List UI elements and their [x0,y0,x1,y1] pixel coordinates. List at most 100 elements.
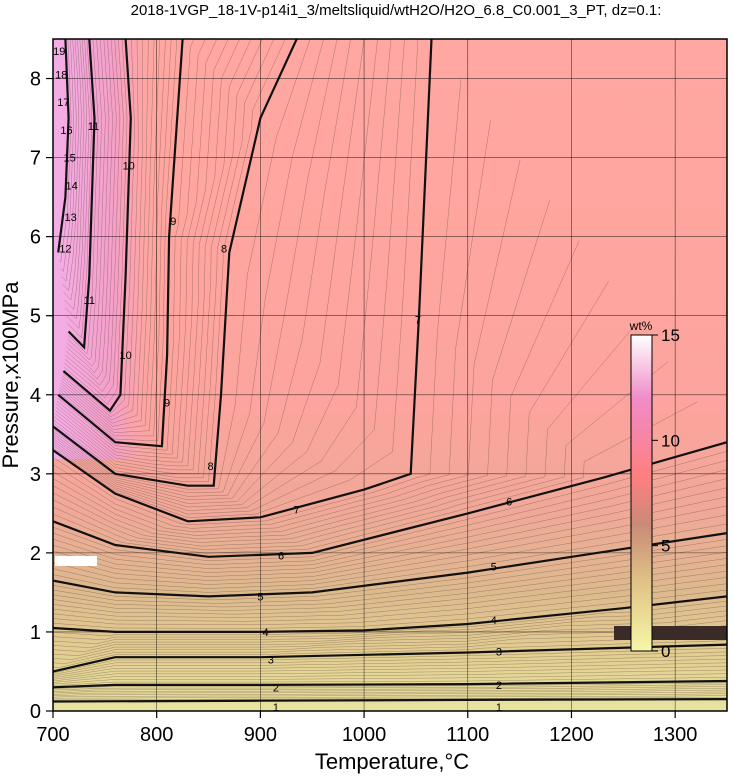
contour-line-4 [53,595,727,633]
contour-line-11 [67,39,96,350]
fine-contour-line [53,634,727,664]
contour-label: 2 [273,682,279,694]
contour-label: 5 [491,561,497,573]
x-tick-label: 1300 [653,724,698,746]
contour-line-3 [53,643,727,673]
fine-contour-line [53,79,462,526]
fine-contour-line [53,39,338,497]
fine-contour-line [56,39,206,455]
fine-contour-line [53,39,378,508]
chart-title: 2018-1VGP_18-1V-p14i1_3/meltsliquid/wtH2… [131,2,662,19]
x-tick-label: 1200 [549,724,594,746]
colorbar-tick-label: 10 [661,431,680,450]
contour-line-6 [53,441,727,558]
contour-line-10 [62,39,132,413]
fine-contour-line [53,321,639,547]
contour-label: 8 [208,461,214,473]
fine-contour-line [60,39,74,272]
contour-label: 11 [88,121,99,133]
fine-contour-line [53,570,727,618]
fine-contour-line [61,39,77,282]
fine-contour-line [64,39,124,399]
fine-contour-line [66,39,90,329]
x-axis-label: Temperature,°C [315,749,469,774]
fine-contour-line [61,39,143,421]
fine-contour-line [67,39,102,361]
contour-line-1 [53,698,727,703]
contour-label: 1 [496,702,502,714]
contour-label: 11 [84,295,95,307]
fine-contour-line [53,159,521,533]
fine-contour-line [53,280,609,543]
contour-label: 6 [278,550,284,562]
y-tick-label: 5 [30,306,41,328]
y-axis: 0 1 2 3 4 5 6 7 8 [30,69,53,723]
fine-contour-line [53,523,727,593]
y-tick-label: 7 [30,148,41,170]
fine-contour-line [53,361,669,550]
fine-contour-line [53,551,727,608]
fine-contour-line [53,682,727,689]
fine-contour-line [53,577,727,622]
fine-contour-line [53,610,727,645]
fine-contour-line [53,545,727,604]
fine-contour-line [53,689,727,695]
fine-contours [53,39,727,701]
fine-contour-line [59,39,72,263]
fine-contour-line [53,496,727,581]
fine-contour-line [53,39,405,515]
fine-contour-line [53,639,727,668]
fine-contour-line [53,469,727,569]
fine-contour-line [53,39,351,501]
fine-contour-line [63,39,128,405]
white-marker [55,556,97,566]
contour-label: 17 [57,97,69,109]
fine-contour-line [53,564,727,615]
fine-contour-line [57,39,195,451]
fine-contour-line [53,620,727,652]
fine-contour-line [53,514,727,589]
colorbar-ticks: 0 5 10 15 [652,326,680,661]
major-contours [53,39,727,703]
contour-line-9 [57,39,184,448]
fine-contour-line [65,39,87,320]
fine-contour-line [53,39,311,490]
fine-contour-line [53,558,727,611]
fine-contour-line [53,119,491,529]
fine-contour-line [53,691,727,697]
contour-label: 12 [59,244,71,256]
fine-contour-line [60,39,161,430]
y-tick-label: 3 [30,464,41,486]
contour-label: 10 [123,160,135,172]
fine-contour-line [53,39,419,518]
contour-label: 7 [415,315,421,327]
fine-contour-line [59,39,166,433]
fine-contour-line [53,625,727,656]
fine-contour-line [53,684,727,691]
fine-contour-line [53,686,727,692]
fine-contour-line [63,39,82,301]
contour-label: 16 [60,125,72,137]
y-tick-label: 0 [30,701,41,723]
fine-contour-line [53,583,727,626]
fine-contour-line [53,401,698,554]
fine-contour-line [53,629,727,660]
contour-label: 6 [506,496,512,508]
fine-contour-line [53,505,727,585]
contour-line-8 [53,39,298,487]
fine-contour-line [53,39,286,482]
plot-area: 1 12 2334455667788991010111112131415161718… [53,39,727,714]
contour-label: 18 [55,70,67,82]
contour-label: 8 [221,244,227,256]
contour-line-7 [53,39,433,523]
fine-contour-line [53,687,727,694]
fine-contour-line [53,605,727,641]
y-tick-label: 2 [30,543,41,565]
fine-contour-line [53,695,727,699]
contour-label: 14 [66,180,78,192]
contour-label: 4 [491,615,497,627]
y-tick-label: 8 [30,69,41,91]
fine-contour-line [55,39,240,467]
contour-label: 13 [65,212,77,224]
